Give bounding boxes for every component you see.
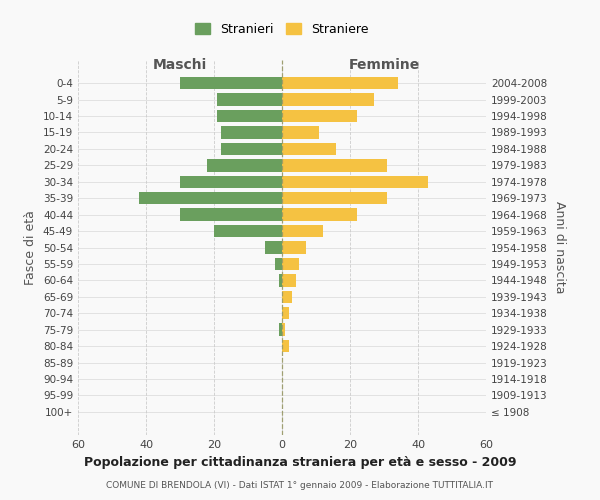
Y-axis label: Fasce di età: Fasce di età <box>25 210 37 285</box>
Bar <box>180 208 282 221</box>
Text: Maschi: Maschi <box>153 58 207 71</box>
Text: COMUNE DI BRENDOLA (VI) - Dati ISTAT 1° gennaio 2009 - Elaborazione TUTTITALIA.I: COMUNE DI BRENDOLA (VI) - Dati ISTAT 1° … <box>107 480 493 490</box>
Bar <box>282 274 296 286</box>
Bar <box>180 176 282 188</box>
Bar <box>278 324 282 336</box>
Bar <box>282 307 289 320</box>
Text: Popolazione per cittadinanza straniera per età e sesso - 2009: Popolazione per cittadinanza straniera p… <box>84 456 516 469</box>
Bar <box>207 159 282 172</box>
Bar <box>282 324 286 336</box>
Y-axis label: Anni di nascita: Anni di nascita <box>553 201 566 294</box>
Bar <box>282 143 337 155</box>
Bar <box>265 242 282 254</box>
Bar <box>221 126 282 138</box>
Bar <box>282 126 319 138</box>
Bar <box>282 340 289 352</box>
Bar <box>278 274 282 286</box>
Bar <box>214 225 282 237</box>
Bar <box>139 192 282 204</box>
Bar <box>221 143 282 155</box>
Bar <box>282 208 357 221</box>
Bar <box>282 242 306 254</box>
Bar <box>282 290 292 303</box>
Bar <box>282 176 428 188</box>
Bar <box>282 225 323 237</box>
Bar <box>217 94 282 106</box>
Bar <box>282 159 388 172</box>
Bar <box>275 258 282 270</box>
Bar <box>282 77 398 90</box>
Legend: Stranieri, Straniere: Stranieri, Straniere <box>190 18 374 40</box>
Bar <box>282 258 299 270</box>
Bar <box>180 77 282 90</box>
Bar <box>282 94 374 106</box>
Bar <box>282 110 357 122</box>
Bar <box>217 110 282 122</box>
Text: Femmine: Femmine <box>349 58 419 71</box>
Bar <box>282 192 388 204</box>
